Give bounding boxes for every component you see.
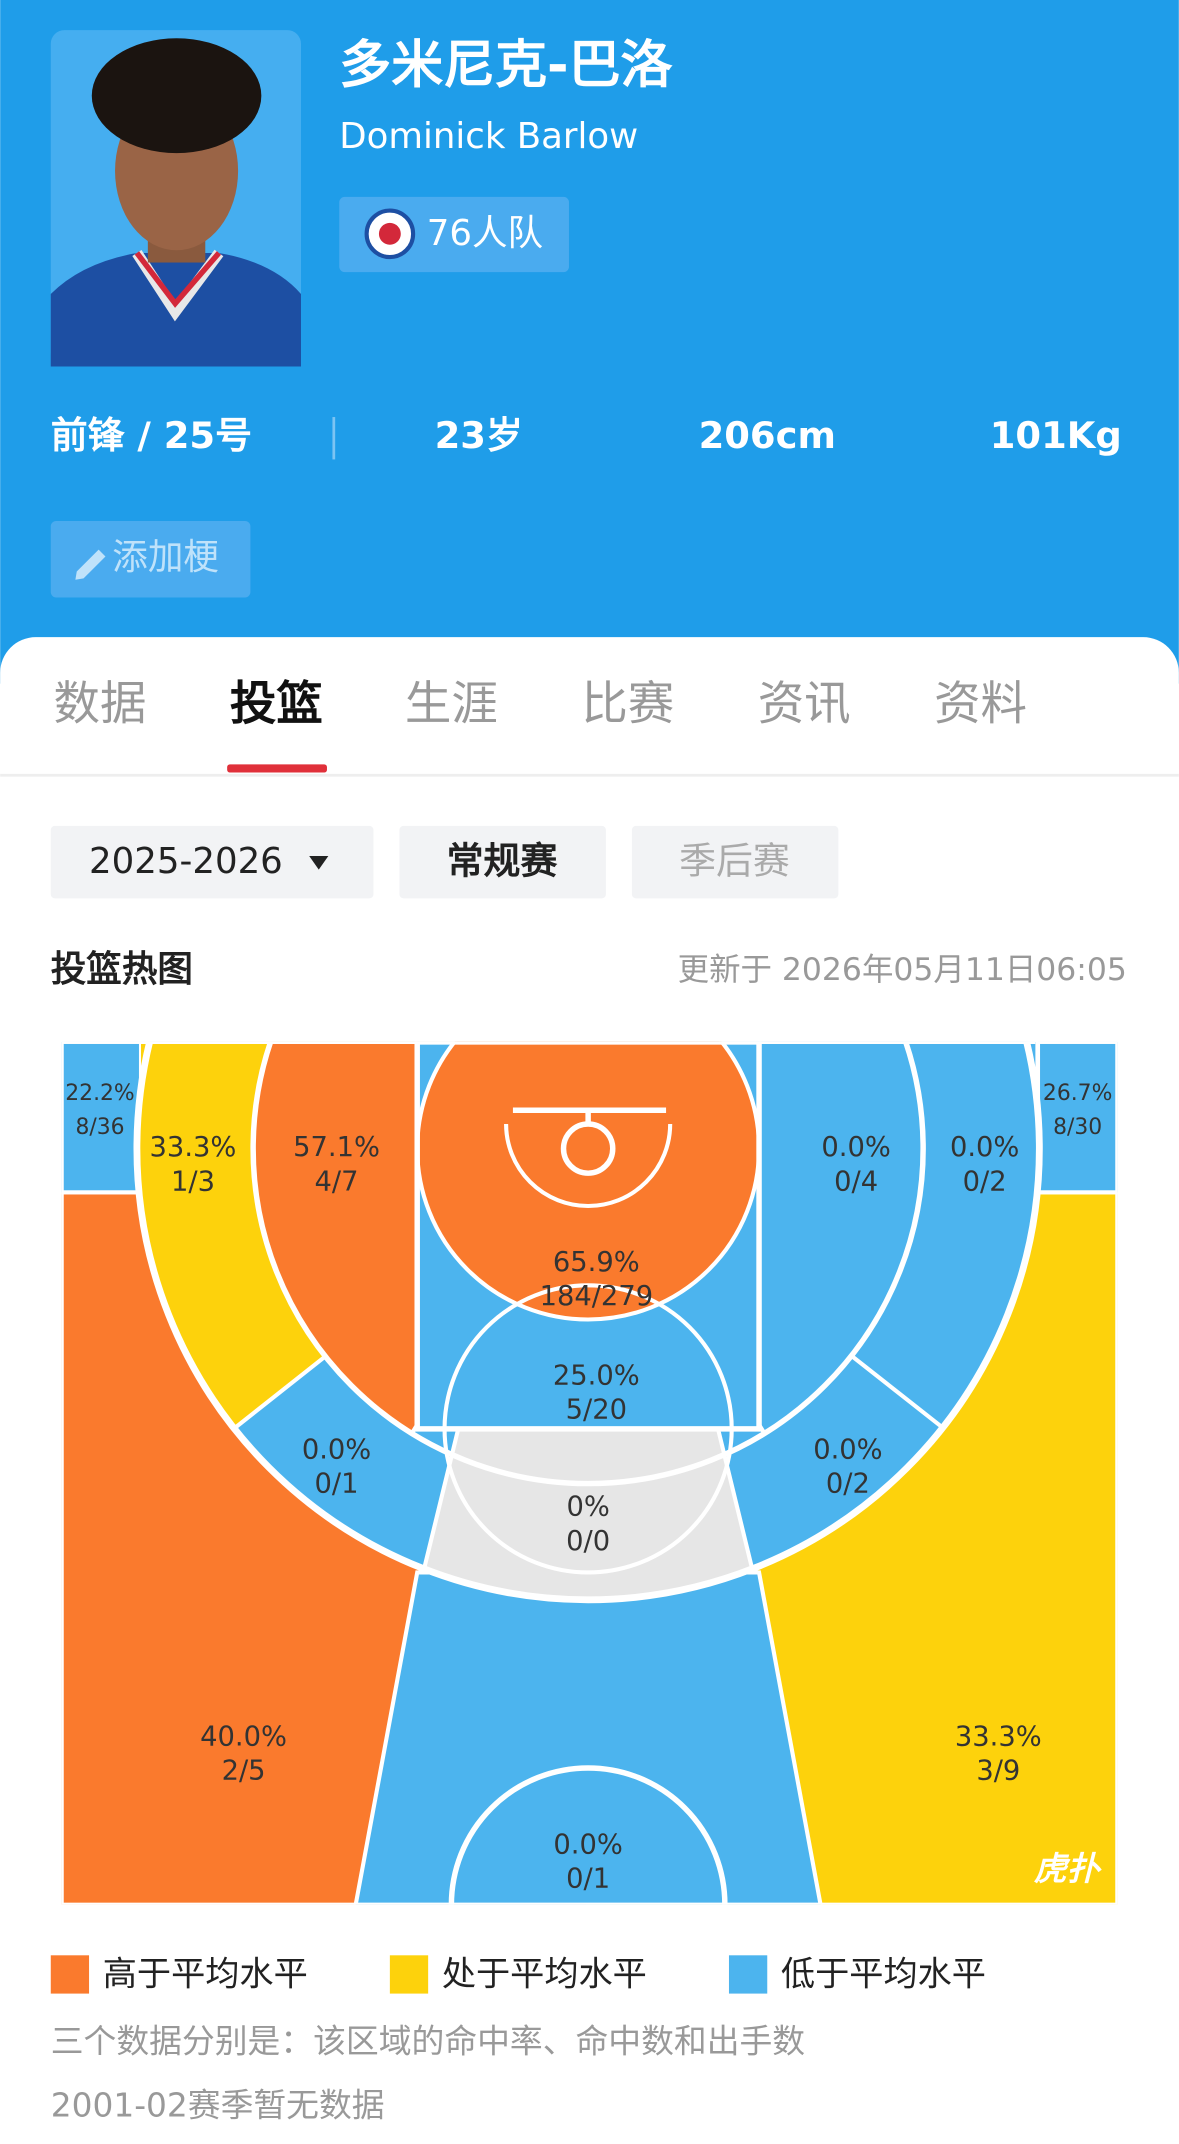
add-button-label: 添加梗: [112, 537, 219, 578]
zone-shots: 4/7: [315, 1166, 359, 1197]
court-line: [448, 1765, 728, 1905]
heatmap-title: 投篮热图: [51, 949, 193, 990]
playoffs-filter[interactable]: 季后赛: [631, 825, 839, 899]
team-name: 76人队: [427, 213, 543, 254]
zone-shots: 8/36: [75, 1115, 124, 1140]
hoop: [560, 1121, 616, 1176]
tab-indicator: [227, 764, 327, 773]
zone-pct: 33.3%: [955, 1721, 1042, 1752]
zone-shots: 0/0: [566, 1526, 610, 1557]
zone-pct: 57.1%: [293, 1132, 380, 1163]
zone-shots: 2/5: [222, 1756, 266, 1787]
zone-pct: 65.9%: [553, 1247, 640, 1278]
court-line: [414, 1041, 762, 1432]
zone-shots: 8/30: [1053, 1115, 1102, 1140]
zone-shots: 0/2: [826, 1468, 870, 1499]
zone-pct: 22.2%: [65, 1081, 134, 1106]
tab[interactable]: 资料: [934, 676, 1027, 730]
court-line: [133, 1041, 1043, 1604]
playoffs-label: 季后赛: [679, 839, 790, 882]
legend-swatch: [728, 1955, 768, 1994]
tab[interactable]: 生涯: [405, 676, 498, 730]
zone-shots: 184/279: [540, 1281, 654, 1312]
avatar: [50, 30, 301, 367]
zone-pct: 0.0%: [553, 1829, 622, 1860]
legend-label: 低于平均水平: [781, 1954, 986, 1994]
position-number: 前锋 / 25号: [51, 414, 252, 457]
zone-shots: 3/9: [976, 1756, 1020, 1787]
zone-shots: 5/20: [566, 1395, 627, 1426]
court: 22.2%8/3633.3%1/357.1%4/765.9%184/27925.…: [61, 1041, 1118, 1905]
watermark: 虎扑: [1034, 1850, 1102, 1888]
zone-shots: 0/1: [566, 1864, 610, 1895]
content-card: [0, 637, 1179, 802]
zone-pct: 26.7%: [1043, 1081, 1112, 1106]
zone-pct: 0.0%: [821, 1132, 890, 1163]
zone-pct: 40.0%: [200, 1721, 287, 1752]
season-label: 2025-2026: [89, 841, 283, 882]
zone-pct: 0.0%: [813, 1434, 882, 1465]
tab[interactable]: 投篮: [230, 676, 323, 730]
weight: 101Kg: [990, 414, 1122, 457]
legend-label: 高于平均水平: [103, 1954, 308, 1994]
player-name: 多米尼克-巴洛: [339, 35, 673, 95]
note: 2001-02赛季暂无数据: [51, 2087, 385, 2125]
court-line: [250, 1041, 926, 1487]
zone-pct: 33.3%: [150, 1132, 237, 1163]
zone-pct: 0.0%: [950, 1132, 1019, 1163]
zone-pct: 0%: [566, 1492, 609, 1523]
zone-pct: 0.0%: [302, 1434, 371, 1465]
height: 206cm: [699, 414, 836, 457]
updated-time: 更新于 2026年05月11日06:05: [678, 952, 1127, 988]
zone-pct: 25.0%: [553, 1360, 640, 1391]
zone-shots: 1/3: [171, 1166, 215, 1197]
add-button[interactable]: 添加梗: [50, 520, 251, 598]
legend-swatch: [50, 1955, 90, 1994]
season-filter[interactable]: 2025-2026: [50, 825, 374, 899]
player-name-en: Dominick Barlow: [339, 116, 638, 157]
legend-label: 处于平均水平: [442, 1954, 647, 1994]
tab[interactable]: 数据: [54, 676, 147, 730]
tab[interactable]: 比赛: [581, 676, 674, 730]
age: 23岁: [435, 414, 523, 457]
court-line: [504, 1123, 673, 1208]
regular-label: 常规赛: [447, 839, 558, 882]
regular-filter[interactable]: 常规赛: [399, 825, 606, 899]
zone-shots: 0/2: [963, 1166, 1007, 1197]
zone-shots: 0/4: [834, 1166, 878, 1197]
team-badge[interactable]: 76人队: [339, 196, 569, 273]
tab[interactable]: 资讯: [758, 676, 851, 730]
legend-swatch: [389, 1955, 429, 1994]
note: 三个数据分别是：该区域的命中率、命中数和出手数: [51, 2022, 805, 2060]
zone-shots: 0/1: [315, 1468, 359, 1499]
